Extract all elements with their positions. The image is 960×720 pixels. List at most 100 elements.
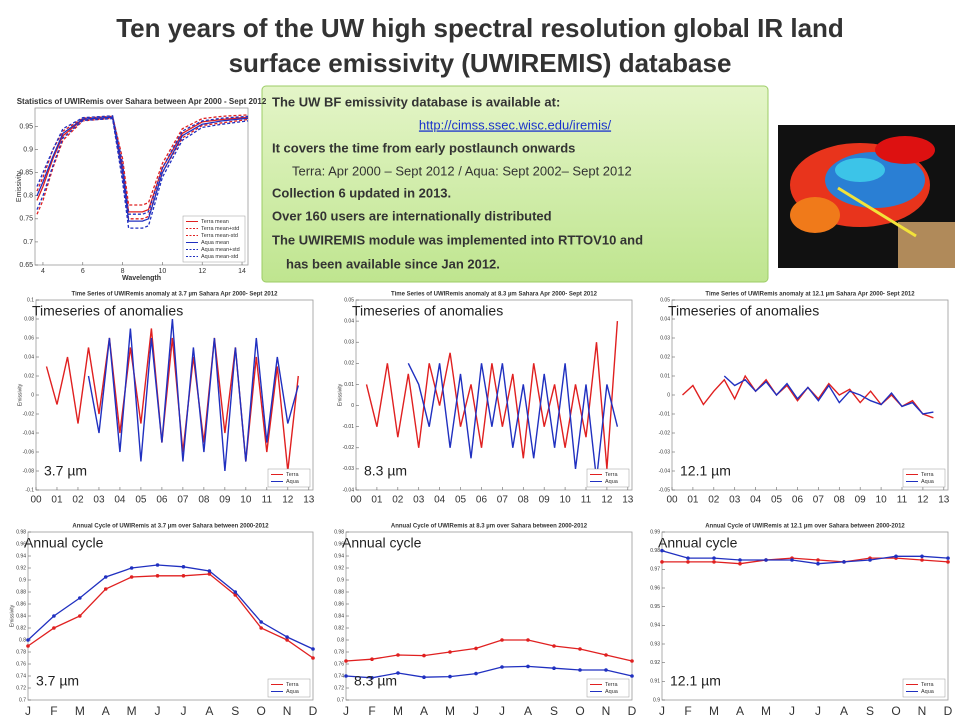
point — [842, 560, 846, 564]
x-tick-label: 06 — [476, 495, 488, 506]
point — [52, 614, 56, 618]
point — [285, 635, 289, 639]
series-line — [365, 321, 619, 469]
x-tick-label: 01 — [687, 495, 699, 506]
x-tick-label: 05 — [455, 495, 467, 506]
point — [181, 574, 186, 578]
chart-title: Time Series of UWIRemis anomaly at 12.1 … — [705, 292, 915, 298]
slide-title: surface emissivity (UWIREMIS) database — [229, 48, 732, 78]
point — [285, 638, 289, 642]
y-tick-label: -0.08 — [23, 468, 35, 474]
point — [526, 638, 530, 642]
y-tick-label: 0.9 — [653, 697, 660, 703]
band-label: 3.7 µm — [44, 463, 87, 479]
legend-label: Terra — [921, 472, 934, 478]
x-tick-label: J — [659, 704, 665, 718]
series-line — [45, 328, 299, 472]
point — [526, 664, 530, 669]
y-tick-label: 0.91 — [650, 679, 660, 685]
x-tick-label: 04 — [434, 495, 446, 506]
point — [129, 566, 134, 570]
y-tick-label: 0.04 — [660, 316, 670, 322]
y-tick-label: 0 — [31, 392, 34, 398]
y-tick-label: -0.03 — [659, 449, 671, 455]
legend-label: Terra — [286, 682, 299, 688]
y-tick-label: 0.06 — [24, 335, 34, 341]
y-tick-label: 0.88 — [334, 589, 344, 595]
legend-label: Aqua — [286, 689, 300, 695]
info-line: The UW BF emissivity database is availab… — [272, 94, 560, 109]
y-tick-label: 0.65 — [19, 262, 33, 269]
series-line — [36, 116, 249, 213]
point — [259, 626, 263, 630]
info-line: The UWIREMIS module was implemented into… — [272, 232, 643, 247]
point — [578, 668, 582, 672]
y-tick-label: 0.98 — [16, 529, 26, 535]
panel-heading: Annual cycle — [658, 535, 738, 551]
info-link[interactable]: http://cimss.ssec.wisc.edu/iremis/ — [419, 117, 612, 132]
x-tick-label: 05 — [771, 495, 783, 506]
panel-heading: Timeseries of anomalies — [352, 303, 503, 319]
x-tick-label: 11 — [262, 495, 273, 506]
series-line — [36, 116, 249, 222]
legend-label: Terra mean-std — [201, 233, 238, 239]
series-line — [345, 639, 633, 662]
point — [712, 560, 716, 564]
slide-title: Ten years of the UW high spectral resolu… — [116, 13, 844, 43]
y-tick-label: 0.86 — [16, 601, 26, 607]
point — [103, 587, 108, 591]
y-tick-label: 0.84 — [16, 613, 26, 619]
image-region — [875, 136, 935, 164]
x-tick-label: 07 — [177, 495, 189, 506]
point — [946, 556, 950, 560]
legend-box — [902, 678, 946, 698]
x-tick-label: A — [205, 704, 213, 718]
x-tick-label: S — [866, 704, 874, 718]
y-tick-label: 0.76 — [334, 661, 344, 667]
x-tick-label: N — [918, 704, 927, 718]
x-tick-label: O — [891, 704, 900, 718]
y-tick-label: 0.74 — [334, 673, 344, 679]
point — [259, 620, 263, 624]
x-axis-label: Wavelength — [122, 275, 161, 282]
point — [686, 560, 690, 564]
y-tick-label: 0.8 — [23, 193, 33, 200]
x-tick-label: D — [944, 704, 953, 718]
y-tick-label: 0.96 — [650, 585, 660, 591]
y-axis-label: Emissivity — [337, 383, 343, 406]
point — [500, 638, 504, 642]
y-tick-label: 0.8 — [19, 637, 26, 643]
band-label: 3.7 µm — [36, 673, 79, 689]
point — [26, 638, 30, 642]
point — [233, 593, 238, 597]
info-line: Collection 6 updated in 2013. — [272, 185, 451, 200]
y-tick-label: 0.75 — [19, 216, 33, 223]
legend-label: Aqua — [921, 689, 935, 695]
x-tick-label: 11 — [581, 495, 592, 506]
point — [816, 558, 820, 562]
x-tick-label: N — [283, 704, 292, 718]
point — [552, 644, 556, 648]
y-tick-label: 0.84 — [334, 613, 344, 619]
point — [712, 556, 716, 560]
x-tick-label: 12 — [198, 268, 206, 275]
point — [129, 575, 134, 579]
x-tick-label: 09 — [855, 495, 867, 506]
legend-label: Aqua — [286, 479, 300, 485]
x-tick-label: 04 — [750, 495, 762, 506]
point — [52, 626, 56, 630]
y-axis-label: Emissivity — [16, 170, 23, 202]
y-tick-label: -0.04 — [343, 487, 355, 493]
point — [396, 653, 400, 657]
chart-title: Annual Cycle of UWIRemis at 12.1 µm over… — [705, 524, 905, 530]
point — [630, 674, 634, 678]
chart-title: Annual Cycle of UWIRemis at 3.7 µm over … — [72, 524, 269, 530]
legend-label: Terra mean+std — [201, 226, 239, 232]
y-tick-label: 0.94 — [650, 623, 660, 629]
y-tick-label: 0.72 — [16, 685, 26, 691]
series-line — [723, 375, 934, 415]
point — [604, 653, 608, 657]
point — [868, 558, 872, 562]
x-tick-label: J — [25, 704, 31, 718]
x-tick-label: 02 — [72, 495, 84, 506]
